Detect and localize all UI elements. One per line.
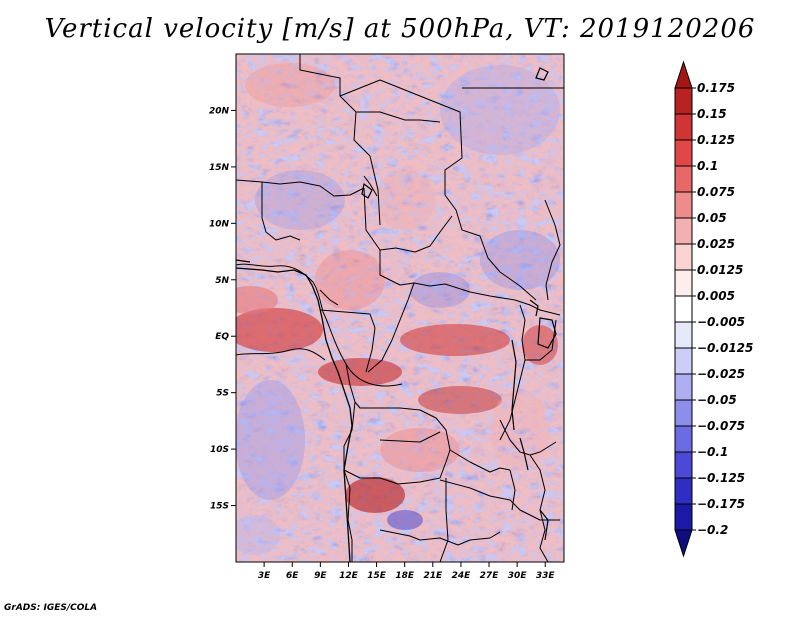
colorbar-segment	[674, 503, 693, 531]
lon-tick-label: 3E	[258, 571, 271, 581]
colorbar-label: 0.15	[697, 107, 727, 121]
lon-tick-label: 30E	[508, 571, 528, 581]
colorbar-label: 0.025	[697, 237, 735, 251]
lat-tick-label: 20N	[209, 106, 230, 116]
colorbar-segment	[674, 321, 693, 349]
lakes	[361, 67, 557, 541]
colorbar-bottom-arrow	[674, 529, 693, 558]
lon-tick-label: 21E	[423, 571, 443, 581]
colorbar-label: −0.025	[697, 367, 745, 381]
lat-tick-label: 5S	[216, 389, 229, 399]
colorbar-segment	[674, 373, 693, 401]
lon-tick-label: 15E	[367, 571, 387, 581]
colorbar-label: −0.1	[697, 445, 728, 459]
colorbar-segment	[674, 425, 693, 453]
lon-tick-label: 12E	[339, 571, 359, 581]
lon-tick-label: 6E	[286, 571, 299, 581]
colorbar-segment	[674, 399, 693, 427]
colorbar-segment	[674, 347, 693, 375]
colorbar-label: −0.125	[697, 471, 745, 485]
lon-tick-label: 9E	[314, 571, 327, 581]
ascent-regions	[236, 63, 558, 513]
coastline	[236, 259, 353, 562]
colorbar-segment	[674, 217, 693, 245]
colorbar-segment	[674, 269, 693, 297]
map-title: Vertical velocity [m/s] at 500hPa, VT: 2…	[44, 14, 756, 44]
colorbar-label: 0.0125	[697, 263, 743, 277]
colorbar-segment	[674, 451, 693, 479]
credit-label: GrADS: IGES/COLA	[4, 603, 98, 613]
lat-tick-label: 15S	[210, 502, 229, 512]
colorbar: 0.175 0.15 0.125 0.1 0.075 0.05 0.025 0.0125 0.0…	[674, 60, 753, 558]
colorbar-segment	[674, 139, 693, 167]
colorbar-label: −0.0125	[697, 341, 753, 355]
colorbar-segment	[674, 113, 693, 141]
lat-tick-label: 5N	[215, 276, 229, 286]
lat-tick-label: 15N	[209, 163, 230, 173]
colorbar-label: −0.075	[697, 419, 745, 433]
colorbar-segment	[674, 295, 693, 323]
field-texture-white	[236, 54, 564, 562]
lon-tick-label: 33E	[536, 571, 556, 581]
colorbar-label: 0.1	[697, 159, 718, 173]
colorbar-label: 0.05	[697, 211, 727, 225]
lat-tick-label: 10S	[210, 445, 229, 455]
map-plot-area	[236, 54, 564, 562]
lon-tick-label: 24E	[452, 571, 472, 581]
lat-tick-label: EQ	[215, 332, 229, 342]
plot-frame	[235, 53, 565, 563]
colorbar-label: −0.05	[697, 393, 737, 407]
colorbar-top-arrow	[674, 60, 693, 89]
lon-tick-label: 27E	[480, 571, 500, 581]
longitude-axis: 3E 6E 9E 12E 15E 18E 21E 24E 27E 30E 33E	[258, 562, 556, 581]
colorbar-label: −0.005	[697, 315, 745, 329]
colorbar-label: 0.075	[697, 185, 735, 199]
colorbar-segment	[674, 191, 693, 219]
colorbar-label: −0.175	[697, 497, 745, 511]
lat-tick-label: 10N	[209, 219, 230, 229]
colorbar-label: 0.005	[697, 289, 735, 303]
colorbar-segment	[674, 243, 693, 271]
country-borders	[236, 54, 564, 562]
colorbar-segment	[674, 165, 693, 193]
colorbar-label: 0.175	[697, 81, 735, 95]
colorbar-segment	[674, 477, 693, 505]
lon-tick-label: 18E	[395, 571, 415, 581]
colorbar-label: 0.125	[697, 133, 735, 147]
latitude-axis: 20N 15N 10N 5N EQ 5S 10S 15S	[209, 106, 236, 512]
colorbar-segment	[674, 87, 693, 115]
colorbar-label: −0.2	[697, 523, 728, 537]
